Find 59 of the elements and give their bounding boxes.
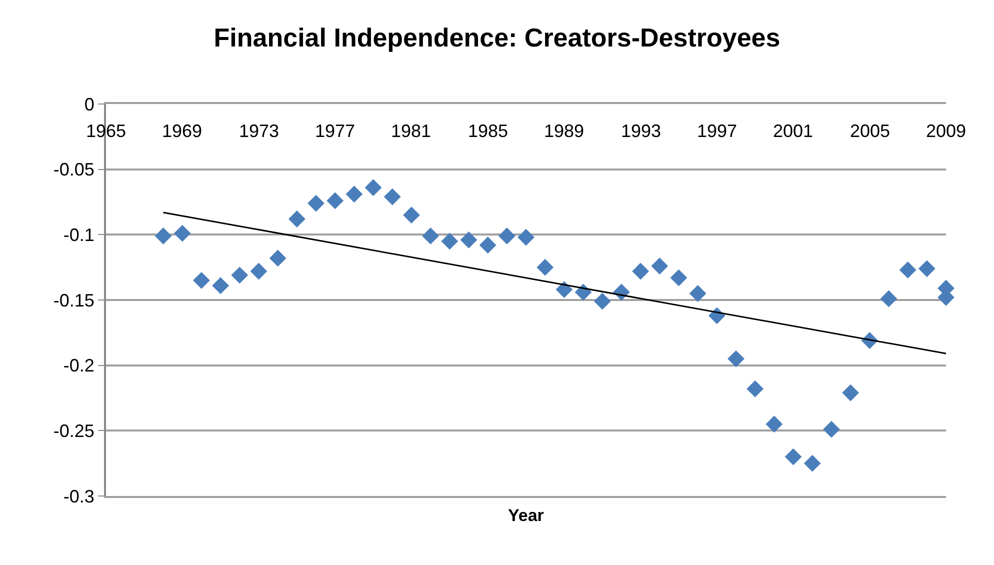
point xyxy=(231,266,248,284)
x-tick-label: 1993 xyxy=(621,121,662,141)
y-tick-label: -0.3 xyxy=(63,486,94,506)
x-tick-label: 1985 xyxy=(468,121,508,141)
point xyxy=(766,416,783,433)
point xyxy=(364,179,382,196)
point xyxy=(536,258,554,276)
point xyxy=(632,262,649,280)
point xyxy=(326,192,344,210)
x-tick-label: 2009 xyxy=(926,121,966,141)
point xyxy=(918,260,936,278)
point xyxy=(460,231,478,248)
point xyxy=(518,228,534,246)
point xyxy=(288,210,306,228)
y-tick-label: -0.2 xyxy=(63,356,94,376)
point xyxy=(651,258,668,274)
point xyxy=(746,380,764,398)
y-tick-label: -0.25 xyxy=(53,420,94,441)
point xyxy=(574,284,592,301)
x-tick-label: 1997 xyxy=(697,121,738,141)
x-tick-label: 1989 xyxy=(544,121,584,141)
point xyxy=(269,250,286,267)
x-tick-label: 1969 xyxy=(162,121,202,141)
point xyxy=(498,228,516,244)
point xyxy=(250,262,268,280)
point xyxy=(346,186,363,203)
point xyxy=(384,188,401,206)
chart-title: Financial Independence: Creators-Destroyees xyxy=(214,22,780,52)
point xyxy=(154,228,172,244)
x-tick-label: 1973 xyxy=(239,121,280,141)
point xyxy=(308,194,324,212)
point xyxy=(728,350,744,368)
y-tick-label: -0.05 xyxy=(53,160,94,180)
y-tick-label: 0 xyxy=(84,94,94,114)
point xyxy=(422,228,439,244)
x-tick-label: 1965 xyxy=(86,121,126,141)
point xyxy=(784,448,802,466)
point xyxy=(193,272,210,289)
point xyxy=(594,292,611,310)
y-tick-label: -0.1 xyxy=(63,224,94,245)
x-axis-title: Year xyxy=(508,506,544,525)
x-tick-label: 2001 xyxy=(773,121,814,141)
x-tick-label: 1981 xyxy=(391,121,432,141)
point xyxy=(899,262,916,278)
point xyxy=(880,290,898,308)
x-tick-label: 1977 xyxy=(315,121,356,141)
point xyxy=(689,285,706,302)
point xyxy=(842,384,859,402)
point xyxy=(823,420,840,438)
point xyxy=(212,277,229,294)
x-tick-label: 2005 xyxy=(850,121,890,141)
point xyxy=(804,454,821,472)
point xyxy=(441,232,458,250)
point xyxy=(670,269,688,286)
point xyxy=(403,206,420,224)
point xyxy=(174,224,191,242)
point xyxy=(556,281,573,298)
point xyxy=(479,236,496,254)
y-tick-label: -0.15 xyxy=(53,290,94,310)
